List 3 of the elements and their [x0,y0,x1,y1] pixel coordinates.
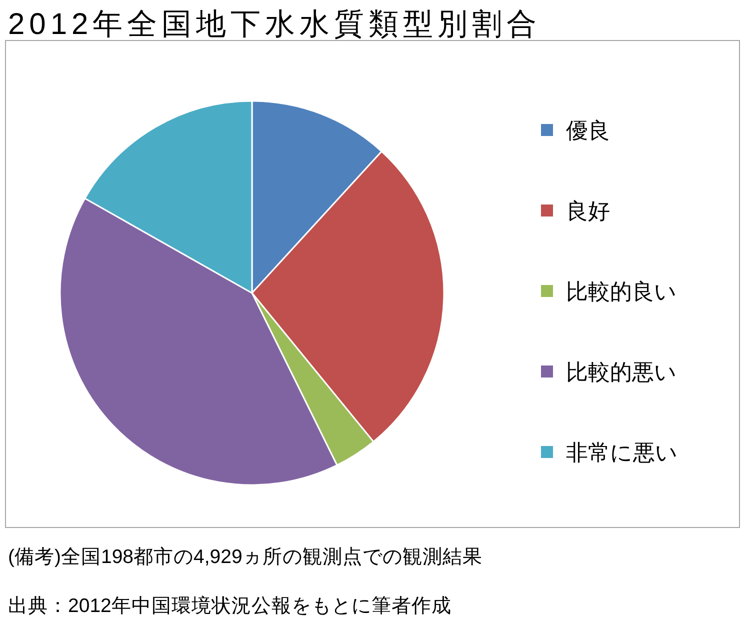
title: 2012年全国地下水水質類型別割合 [8,8,542,41]
annotation: 出典：2012年中国環境状況公報をもとに筆者作成 [8,595,452,617]
annotation: (備考)全国198都市の4,929ヵ所の観測点での観測結果 [8,546,482,568]
